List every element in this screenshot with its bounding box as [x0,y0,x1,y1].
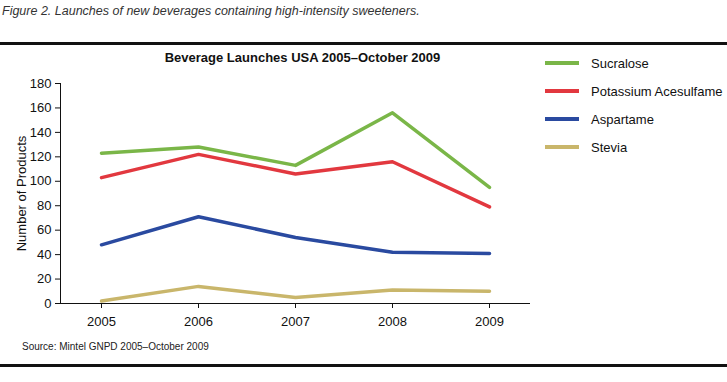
html-text:Source: Mintel GNPD 2005–Octob: Source: Mintel GNPD 2005–October 2009 [22,341,209,352]
svg-text:60: 60 [37,222,51,237]
svg-text:2009: 2009 [475,314,504,329]
svg-text:0: 0 [44,296,51,311]
html-text:Potassium Acesulfame: Potassium Acesulfame [591,83,723,99]
svg-text:2007: 2007 [281,314,310,329]
svg-text:100: 100 [30,173,52,188]
svg-text:2008: 2008 [378,314,407,329]
svg-text:2005: 2005 [87,314,116,329]
svg-text:40: 40 [37,247,51,262]
svg-text:160: 160 [30,100,52,115]
svg-text:180: 180 [30,76,52,91]
svg-text:Number of Products: Number of Products [14,135,29,251]
svg-text:80: 80 [37,198,51,213]
html-text:Beverage Launches USA 2005–Oct: Beverage Launches USA 2005–October 2009 [164,50,441,65]
svg-text:2006: 2006 [184,314,213,329]
html-text:Aspartame: Aspartame [591,111,654,127]
html-text:Sucralose: Sucralose [591,55,649,71]
svg-text:120: 120 [30,149,52,164]
html-text:Stevia: Stevia [591,139,628,155]
svg-text:20: 20 [37,271,51,286]
svg-text:140: 140 [30,125,52,140]
html-text:Figure 2. Launches of new beve: Figure 2. Launches of new beverages cont… [2,4,420,18]
